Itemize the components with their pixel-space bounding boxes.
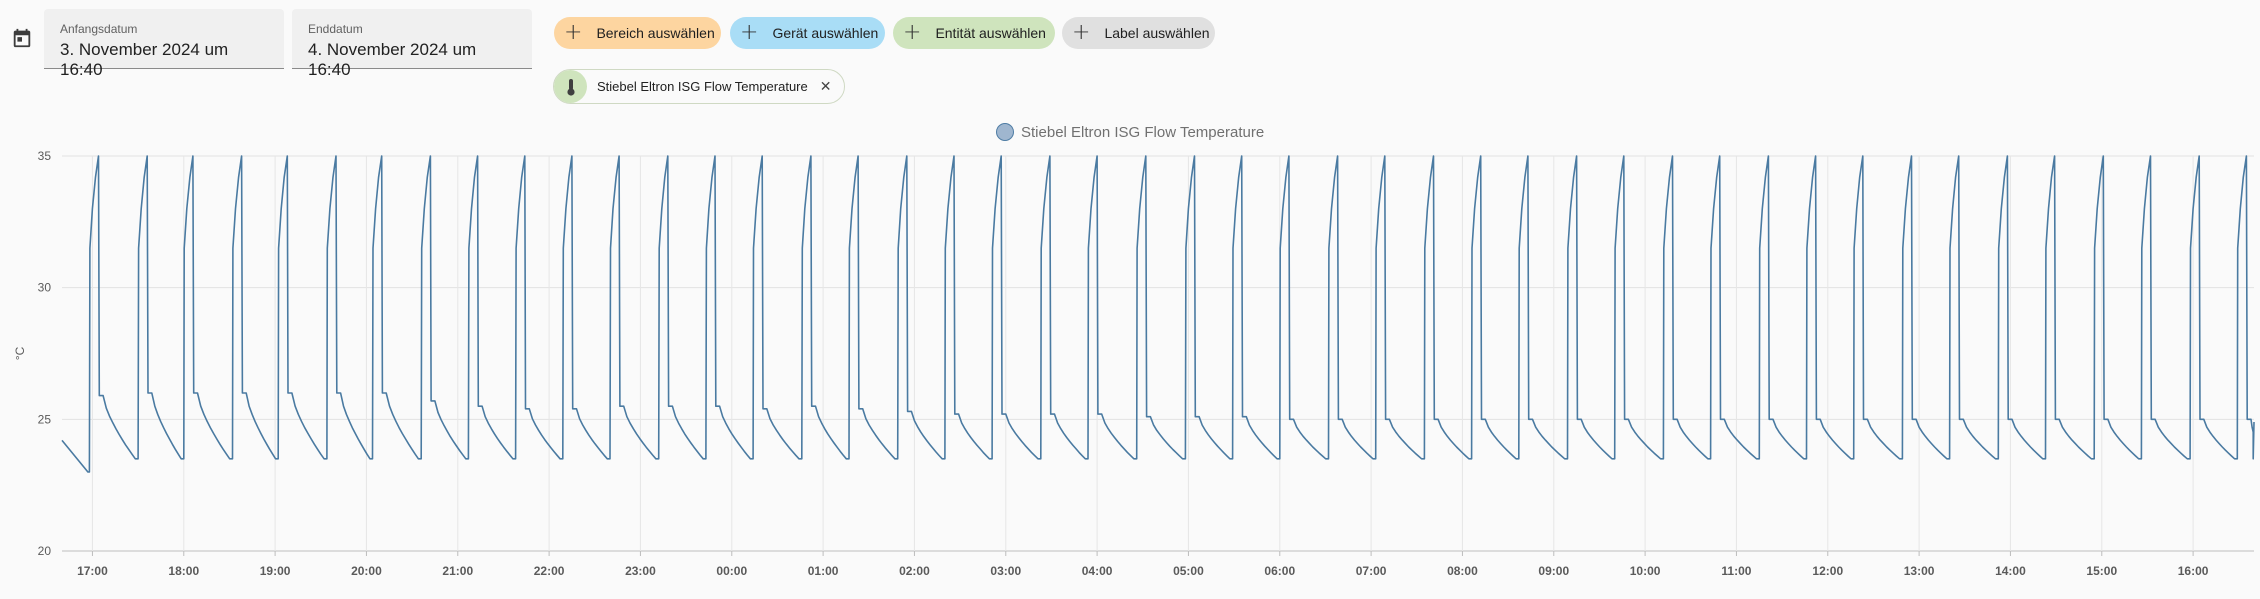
series-line-flow-temperature [61,155,2255,473]
y-tick-label: 25 [38,412,52,426]
legend-swatch [996,123,1014,141]
x-tick-label: 17:00 [77,564,108,578]
x-tick-label: 19:00 [260,564,291,578]
plus-icon: + [903,20,922,45]
x-tick-label: 14:00 [1995,564,2026,578]
history-chart: 20 25 30 35 17:00 18:00 19:00 20:00 21:00 22:00 23… [13,149,2255,578]
start-date-value: 3. November 2024 um 16:40 [60,40,229,79]
x-tick-label: 18:00 [168,564,199,578]
y-tick-label: 20 [38,544,52,558]
chart-legend-item[interactable]: Stiebel Eltron ISG Flow Temperature [996,121,1264,143]
select-device-label: Gerät auswählen [772,25,879,41]
end-date-value: 4. November 2024 um 16:40 [308,40,477,79]
calendar-icon[interactable] [8,24,36,52]
start-date-field[interactable]: Anfangsdatum 3. November 2024 um 16:40 [44,9,284,79]
x-tick-label: 07:00 [1356,564,1387,578]
x-tick-label: 10:00 [1630,564,1661,578]
selected-entity-chip[interactable]: Stiebel Eltron ISG Flow Temperature ✕ [553,69,845,104]
history-toolbar: Anfangsdatum 3. November 2024 um 16:40 E… [0,0,2260,110]
x-tick-label: 04:00 [1082,564,1113,578]
select-area-label: Bereich auswählen [596,25,715,41]
x-tick-label: 16:00 [2178,564,2209,578]
plus-icon: + [1072,20,1091,45]
x-tick-label: 15:00 [2086,564,2117,578]
x-tick-label: 08:00 [1447,564,1478,578]
x-tick-label: 23:00 [625,564,656,578]
x-tick-label: 00:00 [716,564,747,578]
x-tick-label: 11:00 [1721,564,1751,578]
thermometer-icon [554,70,587,103]
plus-icon: + [740,20,759,45]
select-label-label: Label auswählen [1104,25,1210,41]
select-entity-label: Entität auswählen [935,25,1046,41]
end-date-field[interactable]: Enddatum 4. November 2024 um 16:40 [292,9,532,79]
x-tick-label: 03:00 [990,564,1021,578]
selected-entity-name: Stiebel Eltron ISG Flow Temperature [597,79,808,94]
start-date-label: Anfangsdatum [60,22,138,36]
y-tick-label: 30 [38,281,52,295]
select-area-button[interactable]: + Bereich auswählen [554,17,721,49]
close-icon[interactable]: ✕ [819,78,832,95]
x-tick-label: 12:00 [1812,564,1843,578]
y-axis-unit: °C [13,346,27,360]
x-tick-label: 09:00 [1538,564,1569,578]
x-tick-label: 02:00 [899,564,930,578]
plus-icon: + [564,20,583,45]
x-tick-label: 05:00 [1173,564,1204,578]
x-tick-label: 13:00 [1904,564,1935,578]
x-tick-label: 22:00 [534,564,565,578]
end-date-label: Enddatum [308,22,363,36]
x-tick-label: 01:00 [808,564,839,578]
select-entity-button[interactable]: + Entität auswählen [893,17,1055,49]
x-tick-label: 20:00 [351,564,382,578]
select-label-button[interactable]: + Label auswählen [1062,17,1215,49]
x-tick-label: 06:00 [1264,564,1295,578]
y-tick-label: 35 [38,149,52,163]
select-device-button[interactable]: + Gerät auswählen [730,17,885,49]
legend-label: Stiebel Eltron ISG Flow Temperature [1021,123,1265,141]
x-tick-label: 21:00 [442,564,473,578]
